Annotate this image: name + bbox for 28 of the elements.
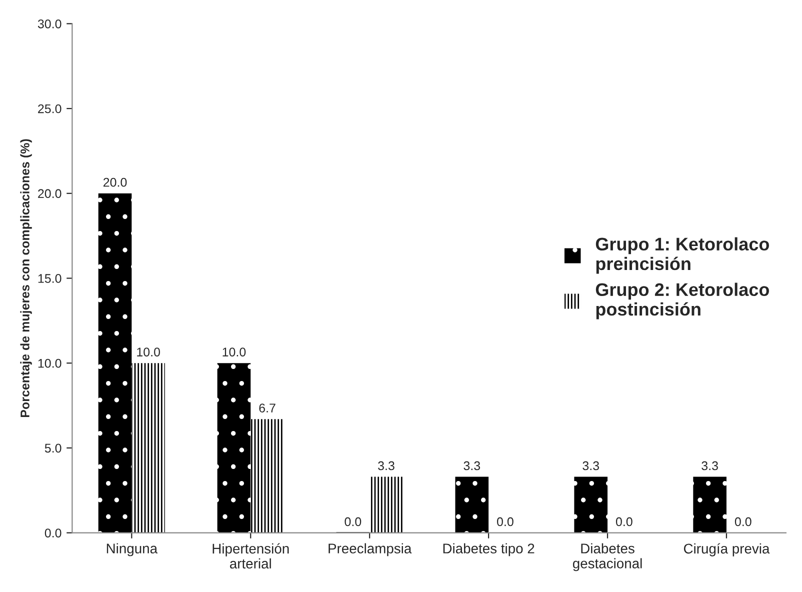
x-tick-label: Ninguna (106, 543, 158, 556)
legend-label: Grupo 2: Ketorolaco postincisión (596, 282, 770, 320)
data-label: 0.0 (497, 517, 514, 526)
y-tick-label: 15.0 (38, 274, 62, 283)
data-label: 0.0 (344, 517, 362, 526)
y-tick-label: 25.0 (38, 104, 62, 114)
legend-label: Grupo 1: Ketorolaco preincisión (596, 237, 770, 274)
data-label: 0.0 (734, 517, 752, 526)
y-axis-title: Porcentaje de mujeres con complicaciones (%) (20, 139, 32, 418)
data-label: 3.3 (464, 461, 480, 470)
x-tick-label: Preeclampsia (328, 543, 412, 556)
y-tick-label: 0.0 (44, 528, 62, 538)
y-tick-label: 30.0 (38, 19, 62, 28)
x-tick-label: Diabetes tipo 2 (443, 543, 534, 556)
x-tick-label: Cirugía previa (684, 543, 770, 556)
data-label: 20.0 (103, 178, 127, 187)
y-tick-label: 10.0 (38, 358, 62, 368)
x-tick-label: Hipertensión arterial (212, 543, 289, 569)
data-label: 0.0 (616, 517, 632, 526)
y-tick-label: 20.0 (38, 189, 62, 198)
data-label: 3.3 (582, 461, 599, 470)
data-label: 10.0 (222, 348, 246, 356)
data-label: 3.3 (702, 461, 718, 470)
data-label: 3.3 (378, 461, 394, 470)
data-label: 6.7 (259, 404, 276, 412)
data-label: 10.0 (137, 348, 160, 356)
x-tick-label: Diabetes gestacional (572, 543, 642, 572)
y-tick-label: 5.0 (44, 444, 62, 453)
